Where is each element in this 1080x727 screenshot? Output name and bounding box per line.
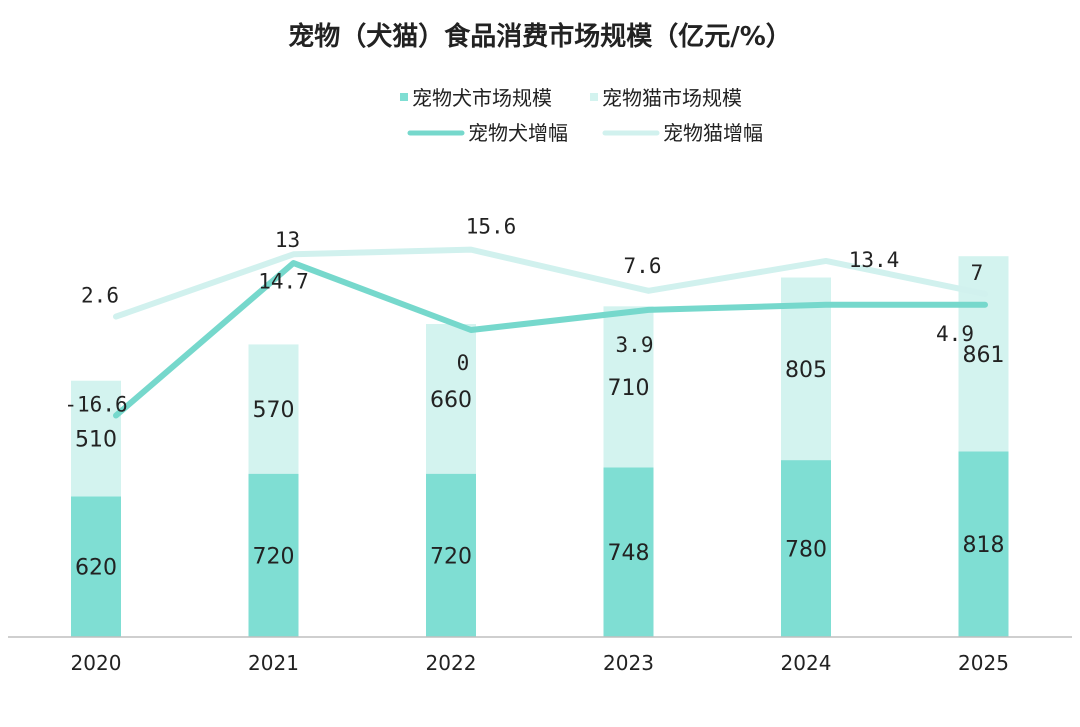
legend-label-0: 宠物犬市场规模 <box>412 86 552 110</box>
bar-label-dog-2022: 720 <box>430 544 472 569</box>
dog-growth-label-2020: -16.6 <box>64 393 127 417</box>
dog-growth-label-2021: 13 <box>275 228 300 252</box>
cat-growth-label-2020: 2.6 <box>81 284 119 308</box>
bar-label-dog-2025: 818 <box>963 533 1005 558</box>
legend-label-3: 宠物猫增幅 <box>663 121 763 145</box>
bar-cat-2021 <box>248 344 299 474</box>
x-tick-2024: 2024 <box>781 651 832 675</box>
legend-label-2: 宠物犬增幅 <box>468 121 568 145</box>
bar-label-cat-2022: 660 <box>430 388 472 413</box>
dog-growth-label-2022: 0 <box>457 351 470 375</box>
cat-growth-label-2021: 14.7 <box>258 269 309 293</box>
bar-dog-2024 <box>781 460 831 637</box>
x-tick-2021: 2021 <box>248 651 299 675</box>
bar-label-dog-2024: 780 <box>785 538 827 563</box>
bar-dog-2020 <box>71 496 121 637</box>
bar-dog-2025 <box>958 451 1009 637</box>
legend-label-1: 宠物猫市场规模 <box>602 86 742 110</box>
bar-label-cat-2020: 510 <box>75 428 117 453</box>
legend-swatch-0 <box>400 93 408 101</box>
x-axis-ticks: 2020 2021 2022 2023 2024 2025 <box>71 651 1009 675</box>
cat-growth-label-2022: 15.6 <box>466 215 517 239</box>
bar-label-dog-2020: 620 <box>75 556 117 581</box>
bar-label-cat-2024: 805 <box>785 358 827 383</box>
line-series: -16.6 13 0 3.9 4.9 2.6 14.7 15.6 7.6 13.4 7 <box>64 215 988 419</box>
bar-cat-2020 <box>71 380 121 497</box>
dog-growth-label-2023: 3.9 <box>616 333 654 357</box>
dog-growth-label-2025: 4.9 <box>936 322 974 346</box>
chart-title: 宠物（犬猫）食品消费市场规模（亿元/%） <box>288 21 792 52</box>
cat-growth-label-2025: 7 <box>971 261 984 285</box>
legend-swatch-1 <box>590 93 598 101</box>
bar-label-dog-2023: 748 <box>608 541 650 566</box>
x-tick-2023: 2023 <box>603 651 654 675</box>
bar-label-dog-2021: 720 <box>253 544 295 569</box>
bar-dog-2021 <box>248 473 299 637</box>
bar-series: 620 510 720 570 720 660 748 710 780 805 818 861 <box>71 256 1009 637</box>
x-tick-2020: 2020 <box>71 651 122 675</box>
line-dog-growth <box>113 260 988 419</box>
bar-label-cat-2023: 710 <box>608 376 650 401</box>
bar-cat-2023 <box>603 306 654 468</box>
bar-dog-2022 <box>426 473 476 637</box>
bar-label-cat-2025: 861 <box>963 343 1005 368</box>
cat-growth-label-2023: 7.6 <box>624 254 662 278</box>
cat-growth-label-2024: 13.4 <box>849 248 900 272</box>
line-cat-growth <box>113 246 988 320</box>
bar-dog-2023 <box>603 467 654 637</box>
bar-label-cat-2021: 570 <box>253 398 295 423</box>
x-tick-2025: 2025 <box>958 651 1009 675</box>
x-tick-2022: 2022 <box>426 651 477 675</box>
bar-cat-2022 <box>426 324 476 474</box>
